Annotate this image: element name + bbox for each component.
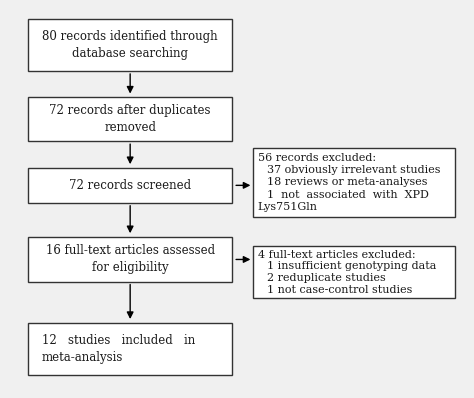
Bar [28, 323, 232, 375]
Text: 18 reviews or meta-analyses: 18 reviews or meta-analyses [267, 178, 428, 187]
Bar [28, 168, 232, 203]
Text: Lys751Gln: Lys751Gln [258, 202, 318, 212]
Bar [253, 246, 456, 298]
Text: 1  not  associated  with  XPD: 1 not associated with XPD [267, 190, 429, 200]
Text: 80 records identified through
database searching: 80 records identified through database s… [42, 30, 218, 60]
Text: 56 records excluded:: 56 records excluded: [258, 152, 376, 163]
Text: 12   studies   included   in
meta-analysis: 12 studies included in meta-analysis [42, 334, 195, 364]
Text: 72 records after duplicates
removed: 72 records after duplicates removed [49, 104, 211, 134]
Bar [253, 148, 456, 217]
Text: 4 full-text articles excluded:: 4 full-text articles excluded: [258, 250, 416, 259]
Text: 2 reduplicate studies: 2 reduplicate studies [267, 273, 386, 283]
Text: 16 full-text articles assessed
for eligibility: 16 full-text articles assessed for eligi… [46, 244, 215, 275]
Bar [28, 237, 232, 282]
Bar [28, 97, 232, 141]
Text: 37 obviously irrelevant studies: 37 obviously irrelevant studies [267, 165, 441, 175]
Bar [28, 19, 232, 71]
Text: 1 insufficient genotyping data: 1 insufficient genotyping data [267, 261, 437, 271]
Text: 1 not case-control studies: 1 not case-control studies [267, 285, 412, 295]
Text: 72 records screened: 72 records screened [69, 179, 191, 192]
